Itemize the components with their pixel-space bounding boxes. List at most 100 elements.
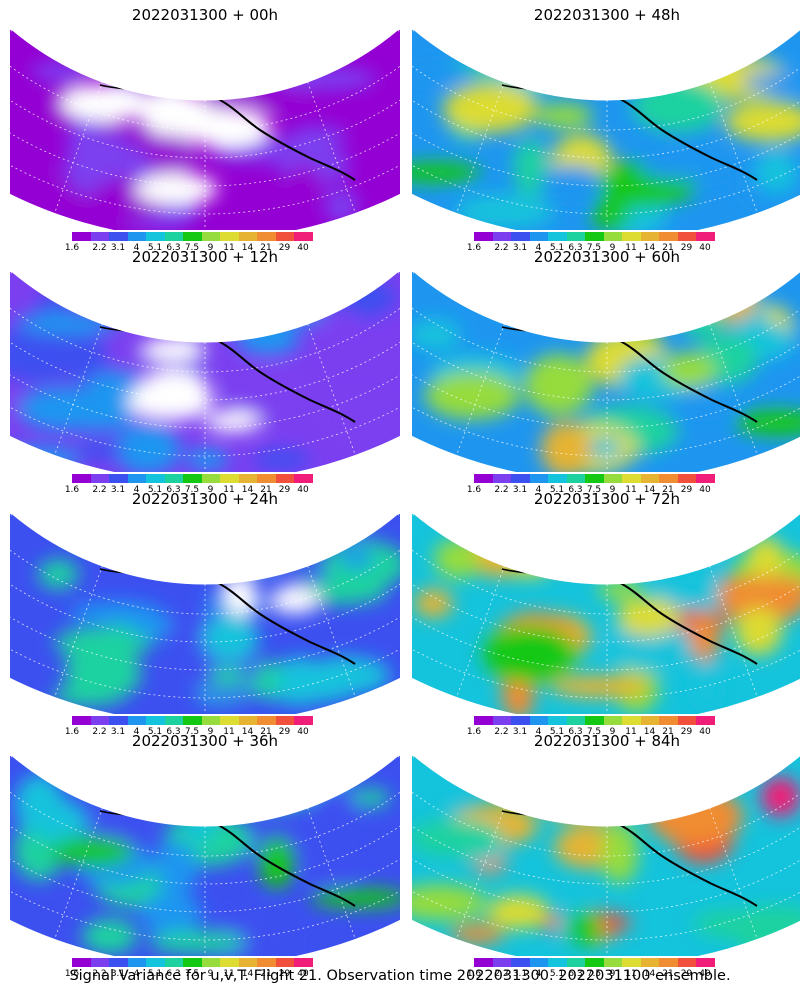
colorbar-tick-label: 6.3 [568,243,583,253]
colorbar-segment [474,958,493,967]
coastline [501,533,698,577]
field-blob [597,579,643,600]
forecast-panel: 2022031300 + 84h 1.6 2.2 3.1 4 5.1 6.3 7.5 9 11 14… [412,732,800,979]
colorbar-tick-label: 2.2 [92,243,107,253]
colorbar-tick-label: 2.2 [494,485,509,495]
colorbar-tick-label: 14 [643,969,656,979]
colorbar-tick-label: 40 [297,969,309,979]
longitude-line [54,81,103,214]
latitude-line [412,514,800,699]
field-blob [267,756,322,793]
latitude-line [10,514,400,699]
field-blob [648,787,743,846]
colorbar-segment [90,958,109,967]
colorbar-tick-label: 5.1 [549,485,565,495]
colorbar-tick-label: 3.1 [110,485,126,495]
colorbar-segment [640,958,659,967]
field-blob [225,769,319,811]
coastline [99,291,296,335]
colorbar-segment [566,474,585,483]
colorbar-segment [294,232,313,241]
colorbar-tick-label: 40 [297,243,309,253]
field-blob [424,371,520,420]
colorbar-tick-label: 1.6 [466,969,482,979]
colorbar-segment [90,474,109,483]
field-blob [86,43,170,75]
colorbar-segment [696,232,715,241]
missing-data-region [205,411,261,432]
field-blob [617,597,680,637]
colorbar-tick-label: 40 [699,243,711,253]
forecast-panel: 2022031300 + 00h 1.6 2.2 3.1 4 5.1 6.3 7.5 9 11 14… [10,6,400,253]
field-blob [353,416,385,436]
field-blob [184,790,217,843]
colorbar-tick-label: 5.1 [147,243,163,253]
field-blob [252,448,310,470]
colorbar-segment [548,232,567,241]
colorbar-segment [603,474,622,483]
latitude-line [10,30,400,215]
colorbar-tick-label: 21 [662,969,674,979]
field-blob [289,766,349,790]
field-blob [492,760,566,805]
colorbar-ticks: 1.6 2.2 3.1 4 5.1 6.3 7.5 9 11 14 21 29 40 [65,485,385,497]
colorbar-tick-label: 21 [260,243,272,253]
colorbar-tick-label: 14 [241,969,254,979]
field-blob [478,275,558,310]
colorbar-tick-label: 21 [662,727,674,737]
field-blob [16,312,119,335]
field-blob [114,424,181,472]
colorbar-segment [585,716,604,725]
colorbar-segment [201,716,220,725]
longitude-line [709,807,758,940]
field-blob [50,836,134,867]
colorbar-segment [183,958,202,967]
field-blob [512,42,566,93]
colorbar-tick-label: 9 [207,969,214,979]
field-blob [316,774,356,836]
colorbar-tick-label: 40 [297,485,309,495]
longitude-line [54,565,103,698]
colorbar-tick-label: 3.1 [512,243,528,253]
colorbar-segment [511,232,530,241]
field-blob [735,409,800,436]
colorbar-tick-label: 4 [535,727,542,737]
longitude-line [456,807,505,940]
map-outline [10,514,400,714]
field-blob [487,894,550,929]
colorbar-tick-label: 9 [609,485,616,495]
colorbar-segment [109,474,128,483]
colorbar-tick-label: 1.6 [64,969,80,979]
colorbar-segment [238,474,257,483]
colorbar-segment [109,958,128,967]
panel-title: 2022031300 + 24h [131,490,279,508]
forecast-panel: 2022031300 + 72h 1.6 2.2 3.1 4 5.1 6.3 7.5 9 11 14… [412,490,800,737]
colorbar-segment [294,958,313,967]
field-blob [412,818,504,857]
field-blob [502,30,533,71]
colorbar-segment [640,474,659,483]
colorbar-segment [164,474,183,483]
colorbar-tick-label: 1.6 [64,485,80,495]
colorbar-segment [511,958,530,967]
field-blob [218,756,314,801]
missing-data-region [135,369,211,420]
colorbar-segment [127,474,146,483]
colorbar-segment [294,716,313,725]
missing-data-region [60,84,151,122]
colorbar-tick-label: 9 [207,727,214,737]
colorbar-tick-label: 6.3 [166,485,181,495]
field-blob [258,836,295,889]
missing-data-region [142,337,204,361]
colorbar-segment [183,716,202,725]
colorbar-tick-label: 40 [699,969,711,979]
field-blob [201,615,259,662]
colorbar-tick-label: 5.1 [549,243,565,253]
colorbar-tick-label: 21 [260,969,272,979]
colorbar-tick-label: 14 [643,485,656,495]
colorbar-segment [622,474,641,483]
field-blob [669,30,727,74]
colorbar-segment [696,716,715,725]
field-blob [310,888,400,908]
colorbar-ticks: 1.6 2.2 3.1 4 5.1 6.3 7.5 9 11 14 21 29 40 [65,969,385,981]
